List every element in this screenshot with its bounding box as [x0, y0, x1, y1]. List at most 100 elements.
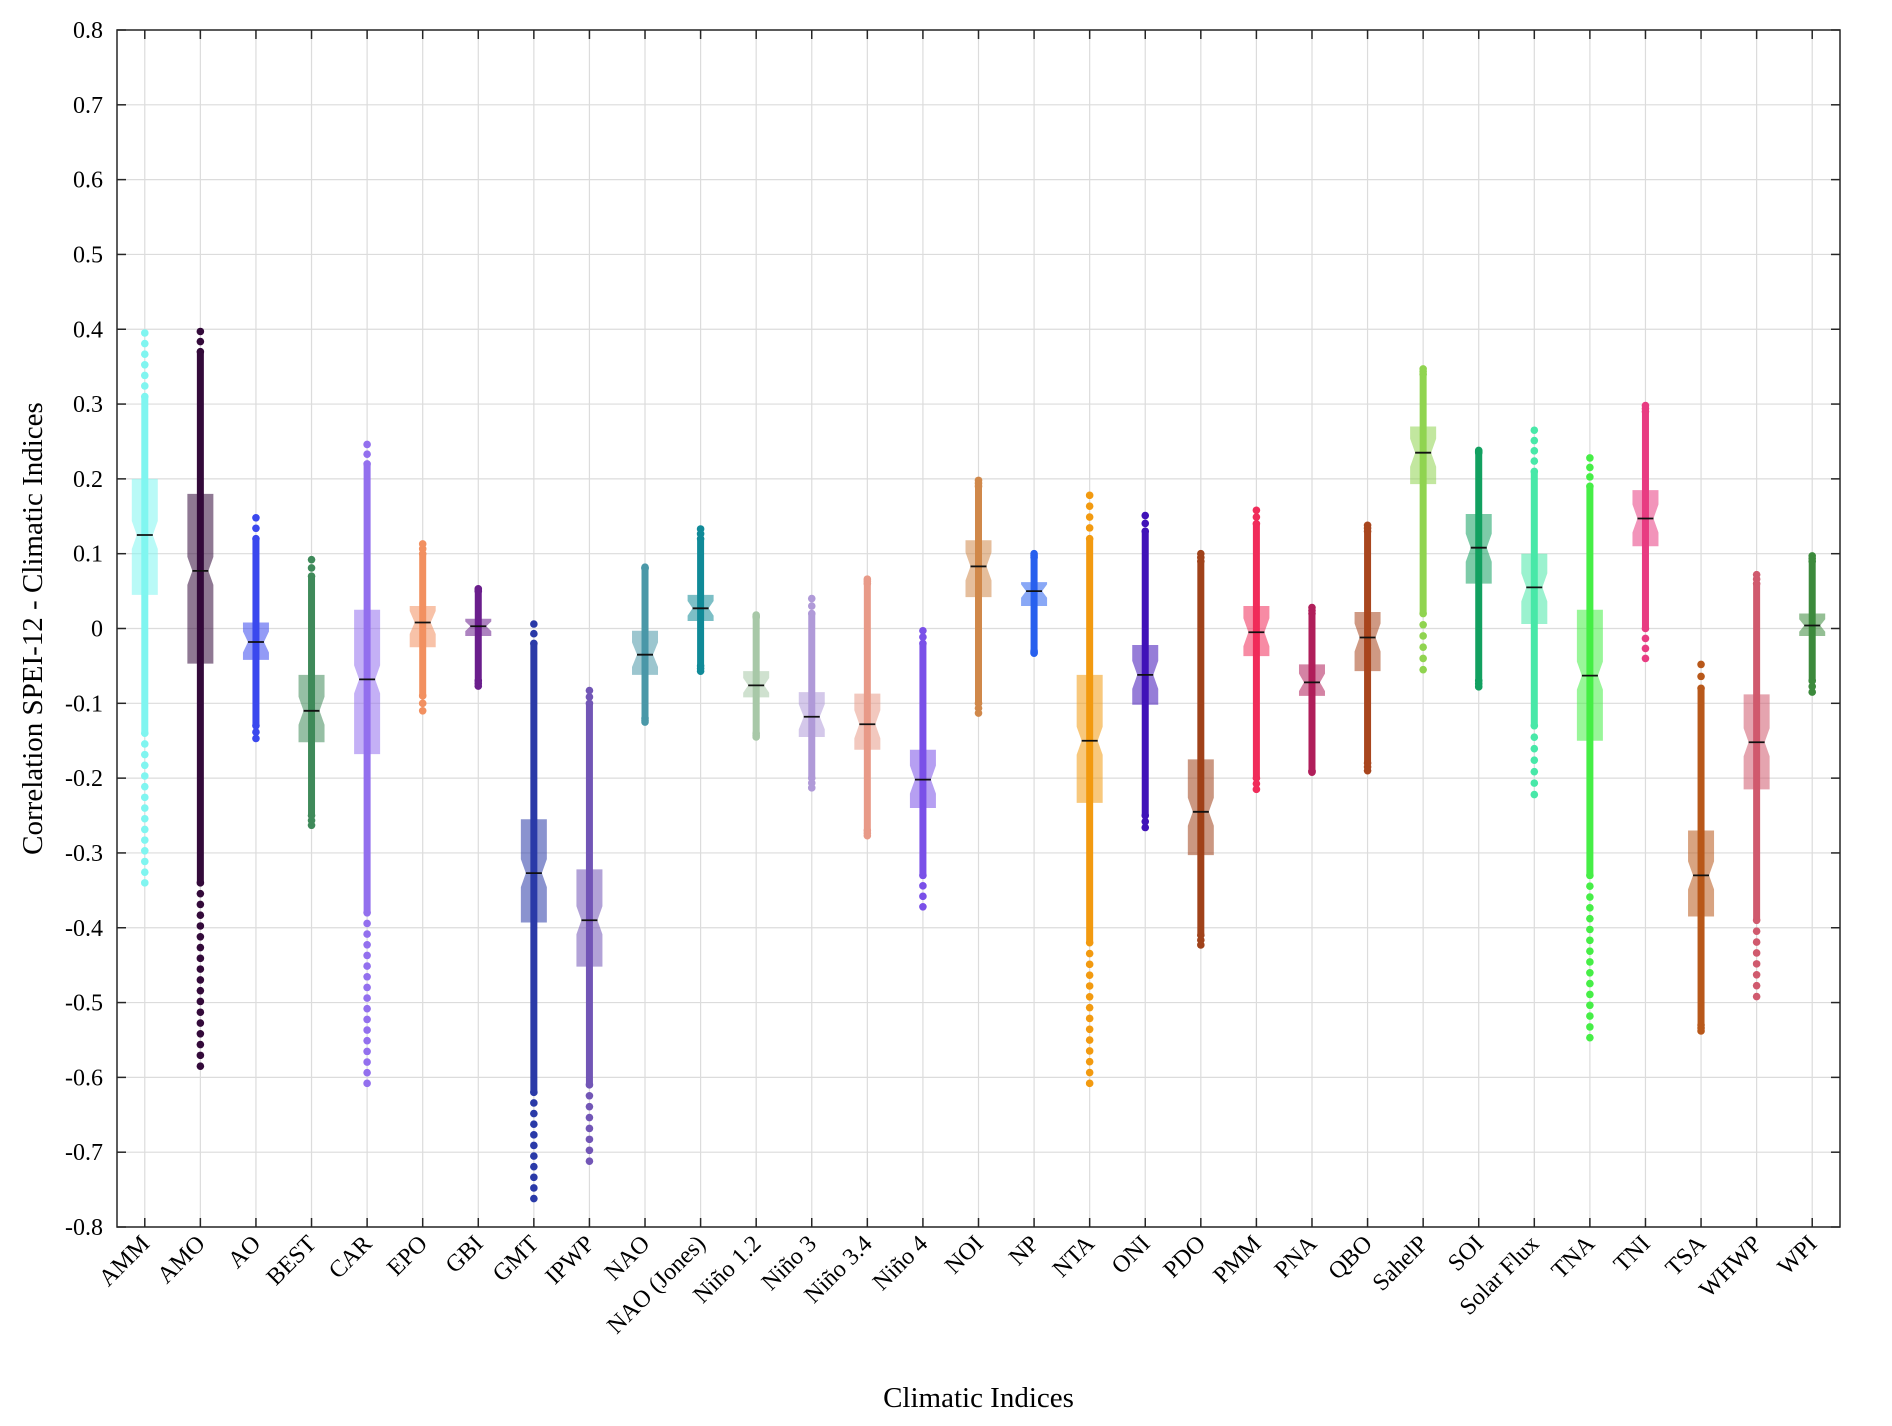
box [1243, 606, 1270, 657]
series-ni-o-3 [798, 594, 825, 792]
x-tick-label: CAR [324, 1231, 377, 1284]
data-point [196, 1030, 205, 1038]
data-point [140, 814, 149, 823]
data-point [1641, 634, 1650, 643]
data-point [140, 825, 149, 834]
x-tick-label: TSA [1661, 1230, 1712, 1281]
data-point [140, 392, 149, 401]
data-point [1530, 756, 1539, 764]
data-point [140, 772, 149, 780]
data-point [1085, 1057, 1094, 1066]
data-point [196, 1051, 205, 1060]
data-point [252, 513, 260, 522]
x-tick-label: AMM [94, 1231, 155, 1292]
x-tick-label: Niño 4 [868, 1231, 933, 1296]
data-point [474, 585, 483, 593]
data-point [585, 1135, 594, 1144]
box [354, 609, 381, 755]
data-point [1586, 968, 1594, 977]
data-point [1530, 447, 1539, 455]
data-point [307, 564, 316, 572]
series-soi [1465, 446, 1492, 691]
series-tna [1576, 454, 1603, 1042]
data-point [196, 879, 205, 887]
y-tick-label: 0 [91, 617, 103, 643]
data-point [196, 327, 205, 336]
series-car [354, 440, 381, 1088]
data-point [140, 750, 149, 759]
y-tick-label: -0.7 [65, 1140, 103, 1166]
data-point [1085, 938, 1094, 947]
box [1298, 664, 1325, 696]
data-point [863, 575, 872, 583]
data-point [1752, 949, 1761, 957]
data-point [363, 930, 371, 938]
data-point [1363, 759, 1372, 767]
data-point [1141, 823, 1150, 832]
box [1521, 553, 1548, 625]
data-point [474, 677, 483, 685]
data-point [252, 728, 260, 736]
box [520, 819, 547, 923]
x-tick-label: GMT [488, 1231, 544, 1287]
data-point [1530, 744, 1539, 753]
data-point [1141, 811, 1150, 820]
series-pdo [1187, 549, 1214, 949]
x-tick-label: ONI [1107, 1231, 1156, 1280]
series-nta [1076, 491, 1103, 1088]
series-ni-o-4 [909, 626, 936, 911]
series-ipwp [576, 686, 603, 1165]
box [1410, 426, 1437, 485]
y-tick-label: 0.2 [73, 467, 103, 493]
data-point [1586, 882, 1594, 891]
series-qbo [1354, 521, 1381, 775]
data-point [363, 972, 371, 981]
data-point [1697, 1021, 1705, 1029]
x-tick-label: TNA [1547, 1230, 1601, 1284]
data-point [418, 706, 427, 715]
series-pna [1298, 603, 1325, 776]
data-point [1085, 491, 1094, 500]
series-amm [131, 329, 158, 887]
data-point [1752, 992, 1761, 1001]
y-tick-label: -0.1 [65, 691, 103, 717]
data-point [363, 994, 371, 1002]
data-point [363, 1047, 371, 1056]
y-tick-label: 0.5 [73, 242, 103, 268]
data-point [363, 460, 371, 468]
data-point [1586, 990, 1594, 999]
data-point [363, 1058, 371, 1066]
data-point [919, 626, 927, 635]
data-point [196, 922, 205, 930]
data-point [1752, 938, 1761, 946]
data-point [585, 699, 594, 708]
data-point [1530, 733, 1539, 742]
box [1076, 674, 1103, 803]
y-tick-label: 0.6 [73, 168, 103, 194]
box [1465, 514, 1492, 584]
data-point [1085, 1079, 1094, 1088]
series-amo [187, 327, 214, 1070]
data-point [1141, 527, 1150, 536]
data-point [1085, 993, 1094, 1001]
x-tick-label: AMO [153, 1231, 211, 1289]
data-point [1808, 552, 1817, 560]
data-point [1586, 925, 1594, 934]
data-point [585, 1157, 594, 1165]
data-point [1808, 677, 1817, 685]
y-tick-label: 0.7 [73, 93, 103, 119]
x-tick-label: NOI [940, 1231, 989, 1280]
data-point [919, 892, 927, 901]
data-point [1308, 603, 1316, 612]
series-tni [1632, 401, 1659, 663]
data-point [418, 692, 427, 700]
series-nao-jones- [687, 525, 714, 675]
data-point [1085, 971, 1094, 979]
data-point [1085, 1003, 1094, 1012]
data-point [530, 639, 538, 648]
box [465, 618, 492, 636]
box [409, 606, 436, 648]
data-point [196, 1019, 205, 1027]
data-point [585, 1113, 594, 1122]
data-point [1363, 521, 1372, 530]
